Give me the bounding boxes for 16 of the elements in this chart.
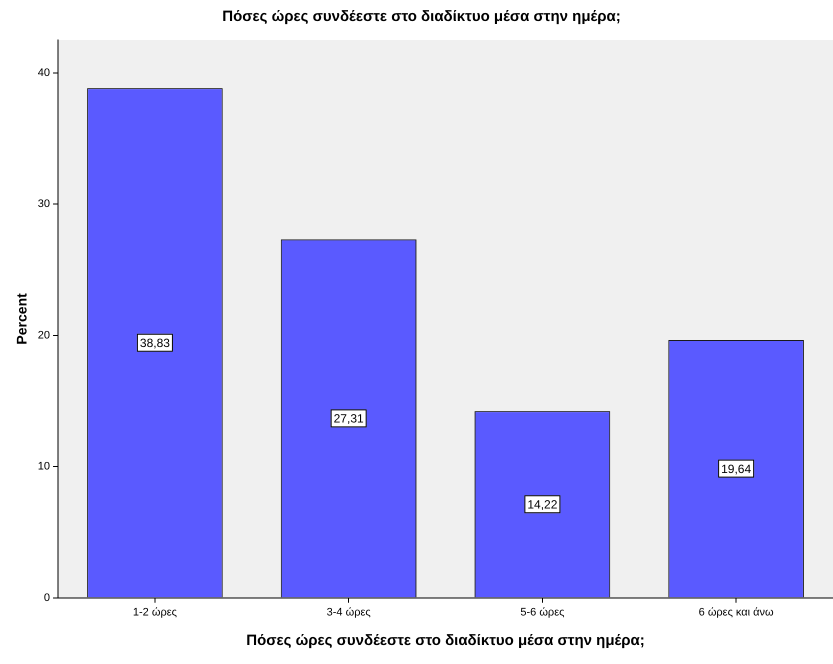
data-label: 27,31 [334,412,364,426]
y-tick-label: 10 [38,460,50,473]
y-tick-label: 30 [38,198,50,210]
x-tick-label: 6 ώρες και άνω [698,606,774,618]
chart-title: Πόσες ώρες συνδέεστε στο διαδίκτυο μέσα στην ημέρα; [222,8,621,26]
x-tick-label: 3-4 ώρες [326,606,371,618]
y-tick-label: 0 [44,592,50,604]
x-tick-label: 5-6 ώρες [520,606,564,618]
y-tick-label: 40 [38,66,50,79]
data-label: 14,22 [527,498,558,512]
data-label: 19,64 [721,462,752,476]
y-axis-title: Percent [13,292,30,345]
x-tick-label: 1-2 ώρες [132,606,177,618]
x-axis-title: Πόσες ώρες συνδέεστε στο διαδίκτυο μέσα στην ημέρα; [246,632,645,650]
y-tick-label: 20 [38,329,50,342]
data-label: 38,83 [140,336,170,350]
